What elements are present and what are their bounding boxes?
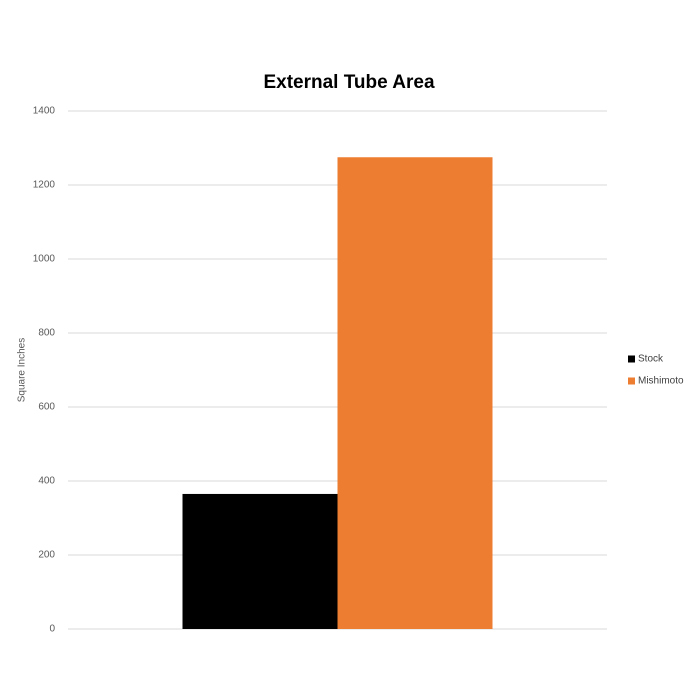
bar (182, 493, 338, 629)
y-tick-label: 600 (38, 402, 55, 413)
y-tick-label: 400 (38, 476, 55, 487)
y-tick-label: 1000 (33, 254, 56, 265)
y-axis-label: Square Inches (17, 338, 28, 403)
legend-label: Stock (638, 354, 664, 365)
legend-swatch (628, 355, 635, 363)
legend-label: Mishimoto (638, 376, 684, 387)
y-tick-label: 1400 (33, 106, 56, 117)
chart-title: External Tube Area (263, 72, 434, 93)
legend-swatch (628, 377, 635, 385)
y-tick-label: 0 (49, 624, 55, 635)
bar (337, 157, 493, 629)
y-tick-label: 200 (38, 550, 55, 561)
y-tick-label: 1200 (33, 180, 56, 191)
y-tick-label: 800 (38, 328, 55, 339)
